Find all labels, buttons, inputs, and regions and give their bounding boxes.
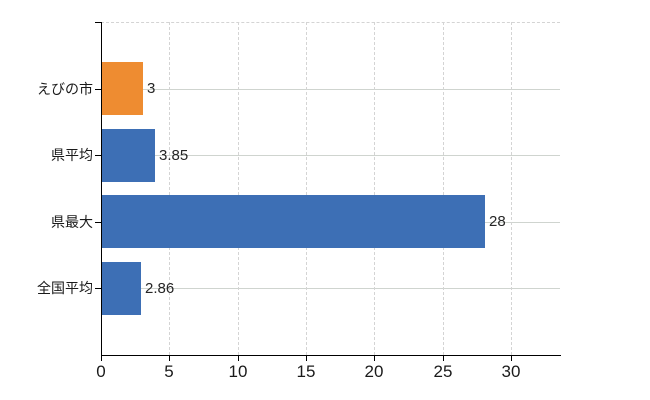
- plot-top-border: [101, 22, 560, 23]
- x-axis-tick: [169, 356, 170, 361]
- x-axis-tick: [443, 356, 444, 361]
- category-label: 全国平均: [37, 280, 93, 296]
- y-axis-tick: [95, 288, 101, 289]
- vertical-gridline: [169, 22, 170, 355]
- vertical-gridline: [443, 22, 444, 355]
- y-axis-tick: [95, 222, 101, 223]
- bar-value-label: 28: [489, 213, 506, 230]
- bar-value-label: 3.85: [159, 147, 189, 164]
- vertical-gridline: [511, 22, 512, 355]
- category-label: 県最大: [51, 214, 93, 230]
- x-tick-label: 5: [164, 362, 174, 381]
- x-axis-line: [101, 355, 561, 356]
- x-tick-label: 15: [296, 362, 316, 381]
- y-axis-tick: [95, 22, 101, 23]
- bar-value-label: 2.86: [145, 280, 175, 297]
- x-axis-tick: [101, 356, 102, 361]
- y-axis-line: [101, 22, 102, 356]
- bar: [102, 195, 485, 248]
- horizontal-gridline: [101, 155, 560, 156]
- horizontal-gridline: [101, 288, 560, 289]
- horizontal-gridline: [101, 89, 560, 90]
- category-label: えびの市: [37, 81, 93, 97]
- bar: [102, 129, 155, 182]
- x-tick-label: 20: [364, 362, 384, 381]
- x-tick-label: 10: [228, 362, 248, 381]
- x-axis-tick: [238, 356, 239, 361]
- vertical-gridline: [374, 22, 375, 355]
- x-axis-tick: [306, 356, 307, 361]
- vertical-gridline: [238, 22, 239, 355]
- x-tick-label: 30: [501, 362, 521, 381]
- x-axis-tick: [374, 356, 375, 361]
- x-tick-label: 25: [433, 362, 453, 381]
- y-axis-tick: [95, 89, 101, 90]
- y-axis-tick: [95, 155, 101, 156]
- bar: [102, 62, 143, 115]
- x-tick-label: 0: [96, 362, 106, 381]
- vertical-gridline: [306, 22, 307, 355]
- category-label: 県平均: [51, 147, 93, 163]
- bar: [102, 262, 141, 315]
- bar-value-label: 3: [147, 80, 156, 97]
- x-axis-tick: [511, 356, 512, 361]
